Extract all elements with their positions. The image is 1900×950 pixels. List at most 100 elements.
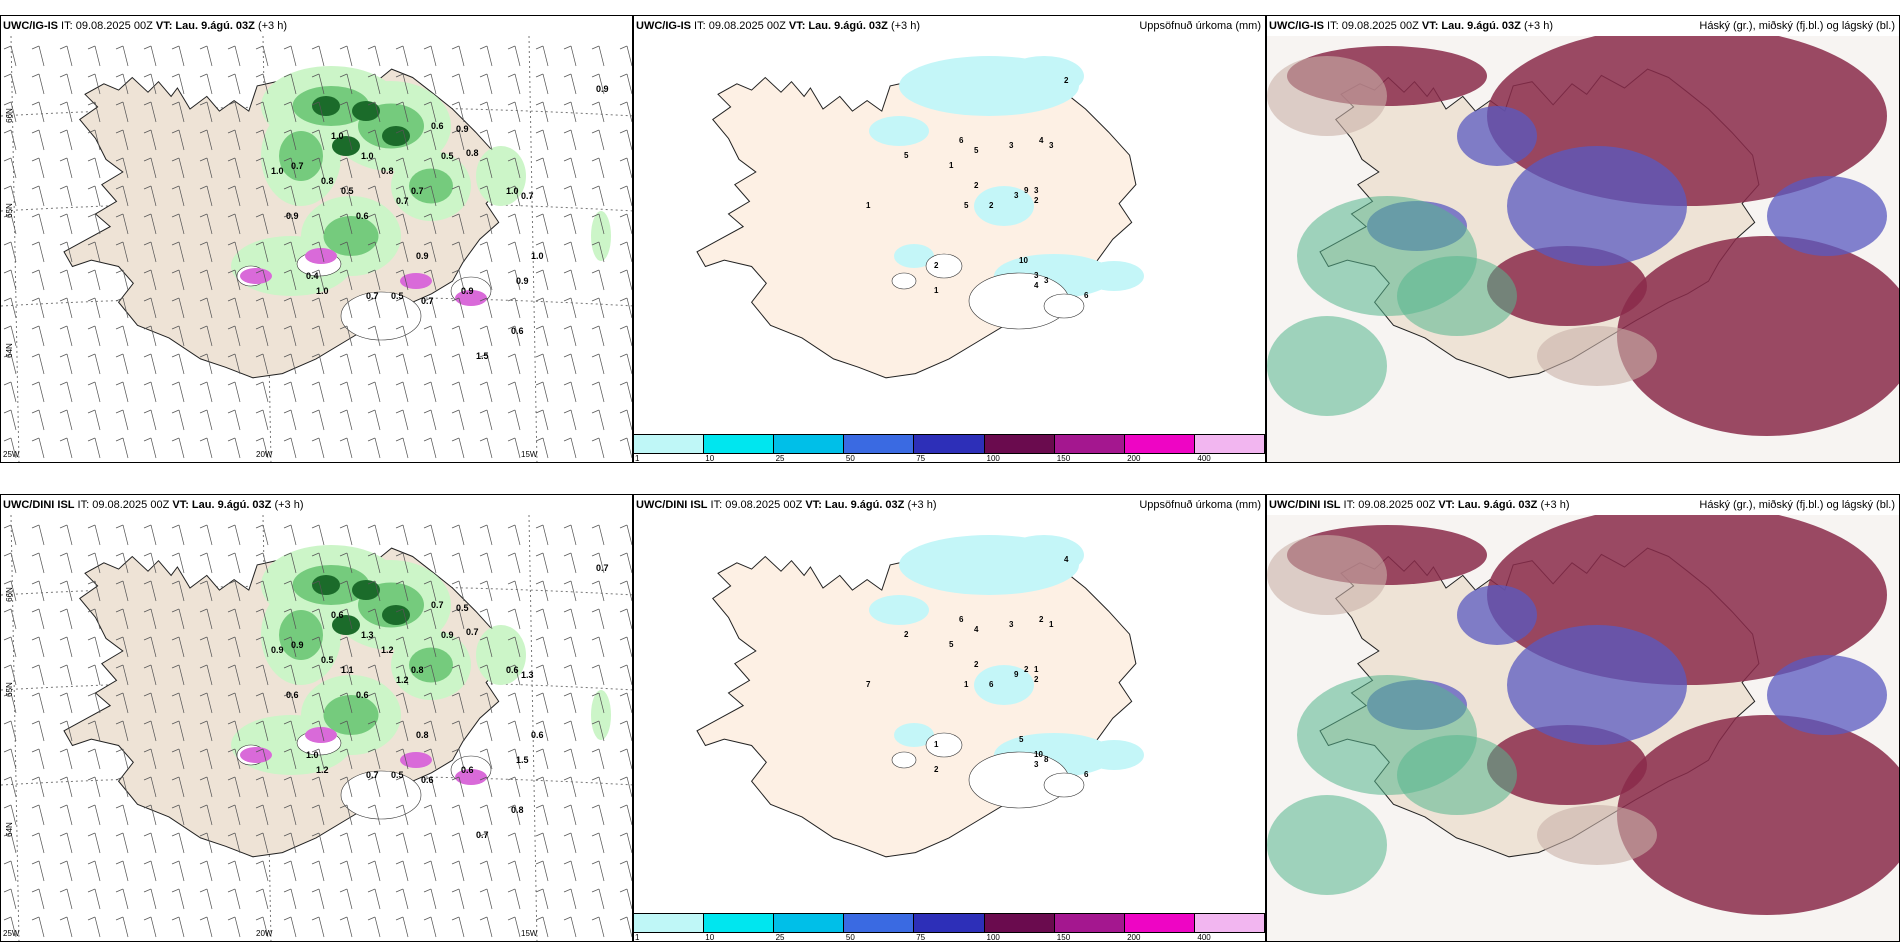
wind-barb [395, 325, 409, 347]
colorbar-tick: 400 [1197, 454, 1211, 463]
low-cloud-area [1457, 585, 1537, 645]
wind-barb [395, 664, 409, 686]
accum-value: 10 [1019, 256, 1028, 265]
precip-value: 0.6 [431, 121, 444, 131]
wind-barb [255, 269, 269, 291]
wind-barb [367, 748, 381, 770]
init-time: IT: 09.08.2025 00Z [58, 20, 156, 32]
wind-barb [563, 353, 577, 375]
wind-barb [563, 748, 577, 770]
wind-barb [395, 45, 409, 67]
wind-barb [591, 129, 605, 151]
wind-barb [535, 552, 549, 574]
precip-value: 0.5 [391, 770, 404, 780]
wind-barb [143, 608, 157, 630]
wind-barb [171, 580, 185, 602]
precip-value: 1.2 [381, 645, 394, 655]
wind-barb [451, 888, 465, 910]
wind-barb [367, 213, 381, 235]
wind-barb [255, 297, 269, 319]
accum-area [974, 186, 1034, 226]
precip-value: 0.7 [521, 191, 534, 201]
wind-barb [535, 804, 549, 826]
cloud-map [1267, 36, 1899, 462]
wind-barb [563, 157, 577, 179]
wind-barb [423, 185, 437, 207]
wind-barb [479, 608, 493, 630]
wind-barb [227, 720, 241, 742]
wind-barb [367, 409, 381, 431]
high-cloud-area [1267, 535, 1387, 615]
wind-barb [143, 524, 157, 546]
wind-barb [283, 636, 297, 658]
wind-barb [255, 692, 269, 714]
accum-value: 5 [974, 146, 979, 155]
wind-barb [59, 157, 73, 179]
precip-value: 0.7 [476, 830, 489, 840]
model-label: UWC/IG-IS [1269, 20, 1324, 32]
wind-barb [563, 185, 577, 207]
wind-barb [199, 608, 213, 630]
wind-barb [395, 524, 409, 546]
wind-barb [255, 552, 269, 574]
wind-barb [367, 73, 381, 95]
wind-barb [59, 916, 73, 938]
wind-barb [507, 241, 521, 263]
wind-barb [339, 213, 353, 235]
wind-barb [535, 720, 549, 742]
wind-barb [563, 888, 577, 910]
wind-barb [591, 692, 605, 714]
accum-value: 9 [1024, 186, 1029, 195]
wind-barb [199, 213, 213, 235]
colorbar-cell [1194, 435, 1265, 453]
wind-barb [87, 664, 101, 686]
wind-barb [227, 185, 241, 207]
colorbar-tick: 150 [1056, 454, 1071, 463]
wind-barb [59, 636, 73, 658]
wind-barb [171, 860, 185, 882]
wind-barb [227, 213, 241, 235]
wind-barb [199, 776, 213, 798]
wind-barb [535, 692, 549, 714]
wind-barb [423, 45, 437, 67]
wind-barb [563, 636, 577, 658]
wind-barb [31, 185, 45, 207]
wind-barb [367, 524, 381, 546]
wind-barb [283, 720, 297, 742]
precip-value: 1.0 [271, 166, 284, 176]
accum-value: 1 [866, 201, 871, 210]
precip-value: 1.0 [306, 750, 319, 760]
colorbar-cell [914, 914, 985, 932]
wind-barb [563, 325, 577, 347]
wind-barb [311, 860, 325, 882]
wind-barb [423, 776, 437, 798]
wind-barb [339, 73, 353, 95]
wind-barb [535, 381, 549, 403]
precip-area-moderate [279, 131, 323, 181]
wind-barb [507, 580, 521, 602]
wind-barb [255, 888, 269, 910]
valid-time: VT: Lau. 9.ágú. 03Z [172, 499, 272, 511]
wind-barb [339, 888, 353, 910]
wind-barb [423, 580, 437, 602]
precip-value: 0.6 [511, 326, 524, 336]
wind-barb [283, 888, 297, 910]
wind-barb [115, 580, 129, 602]
wind-barb [563, 832, 577, 854]
wind-barb [339, 804, 353, 826]
wind-barb [255, 916, 269, 938]
wind-barb [479, 269, 493, 291]
wind-barb [227, 692, 241, 714]
wind-barb [535, 73, 549, 95]
wind-barb [563, 720, 577, 742]
low-cloud-area [1507, 146, 1687, 266]
wind-barb [367, 297, 381, 319]
high-cloud-area [1537, 805, 1657, 865]
wind-barb [227, 269, 241, 291]
wind-barb [367, 353, 381, 375]
wind-barb [3, 185, 17, 207]
wind-barb [283, 437, 297, 459]
wind-barb [507, 524, 521, 546]
longitude-label: 20W [256, 450, 273, 459]
precip-map [1, 36, 632, 462]
